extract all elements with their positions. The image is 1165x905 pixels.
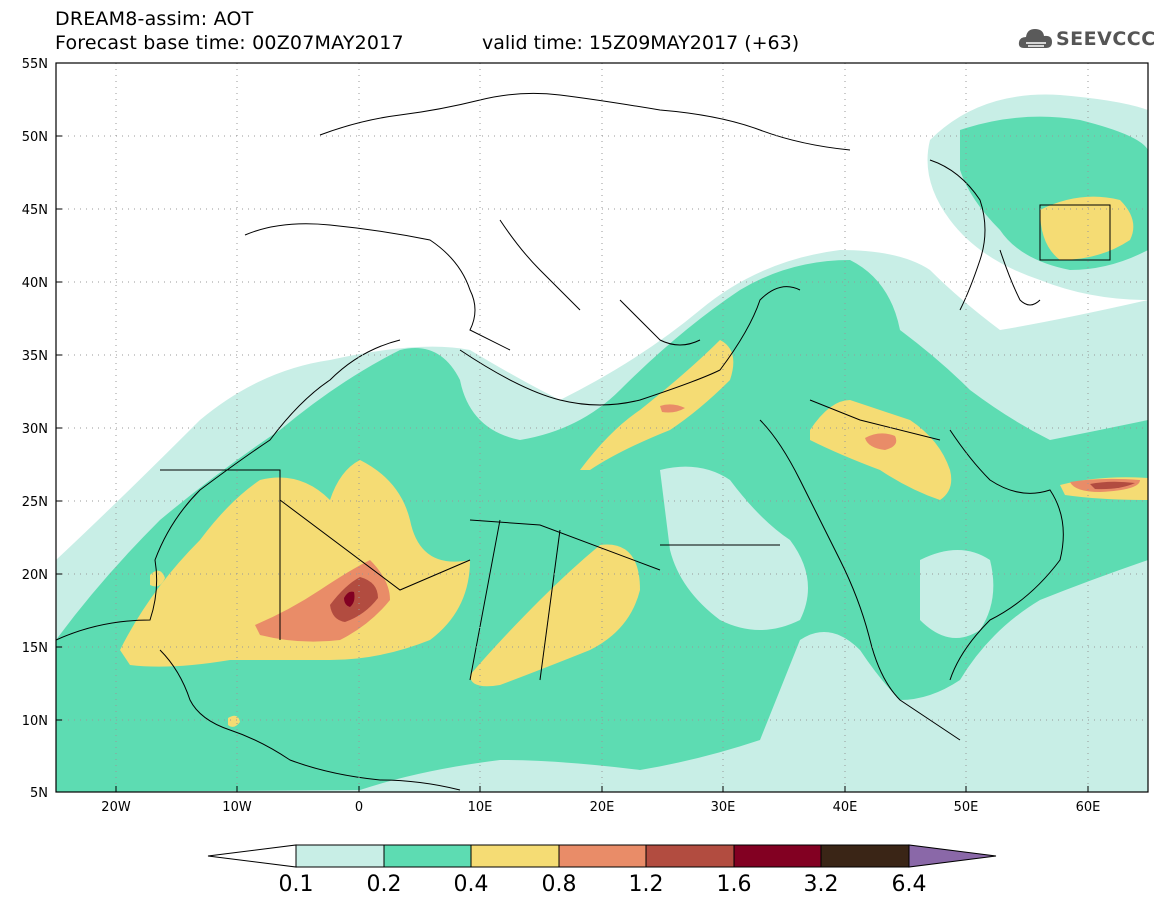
colorbar-label: 3.2 [803, 872, 839, 897]
colorbar-segment [645, 844, 735, 868]
lon-labels: 20W 10W 0 10E 20E 30E 40E 50E 60E [101, 800, 1100, 815]
lat-label: 5N [30, 786, 48, 801]
cloud-icon [1018, 29, 1052, 48]
lat-label: 40N [22, 276, 48, 291]
colorbar-segment [820, 844, 910, 868]
colorbar [207, 844, 997, 868]
colorbar-segment [558, 844, 647, 868]
lon-label: 20E [590, 800, 615, 815]
colorbar-segment [383, 844, 472, 868]
colorbar-label: 1.2 [628, 872, 664, 897]
lat-label: 10N [22, 714, 48, 729]
coastlines [56, 92, 1111, 791]
colorbar-high-arrow [908, 844, 997, 868]
lat-label: 20N [22, 568, 48, 583]
lon-label: 10E [468, 800, 493, 815]
lat-label: 50N [22, 130, 48, 145]
lon-label: 50E [954, 800, 979, 815]
lon-label: 20W [101, 800, 131, 815]
colorbar-segment [470, 844, 560, 868]
valid-time: valid time: 15Z09MAY2017 (+63) [482, 32, 800, 54]
lat-label: 15N [22, 641, 48, 656]
base-time: Forecast base time: 00Z07MAY2017 [55, 32, 404, 54]
colorbar-label: 1.6 [716, 872, 752, 897]
lat-label: 25N [22, 495, 48, 510]
colorbar-label: 0.2 [366, 872, 402, 897]
lat-label: 45N [22, 203, 48, 218]
lon-label: 10W [222, 800, 252, 815]
colorbar-segment [733, 844, 822, 868]
lon-label: 30E [711, 800, 736, 815]
colorbar-label: 0.1 [278, 872, 314, 897]
lon-label: 60E [1076, 800, 1101, 815]
lat-label: 30N [22, 422, 48, 437]
lon-label: 0 [355, 800, 363, 815]
seevccc-logo: SEEVCCC [1018, 24, 1158, 56]
lat-label: 55N [22, 57, 48, 72]
model-title: DREAM8-assim: AOT [55, 8, 254, 30]
colorbar-label: 0.8 [541, 872, 577, 897]
graticule [56, 63, 1148, 792]
lon-label: 40E [833, 800, 858, 815]
colorbar-low-arrow [207, 844, 297, 868]
colorbar-segment [295, 844, 385, 868]
logo-text: SEEVCCC [1056, 28, 1156, 50]
lat-labels: 55N 50N 45N 40N 35N 30N 25N 20N 15N 10N … [22, 57, 48, 801]
lat-label: 35N [22, 349, 48, 364]
axis-ticks [56, 62, 1089, 793]
colorbar-label: 0.4 [453, 872, 489, 897]
colorbar-label: 6.4 [891, 872, 927, 897]
